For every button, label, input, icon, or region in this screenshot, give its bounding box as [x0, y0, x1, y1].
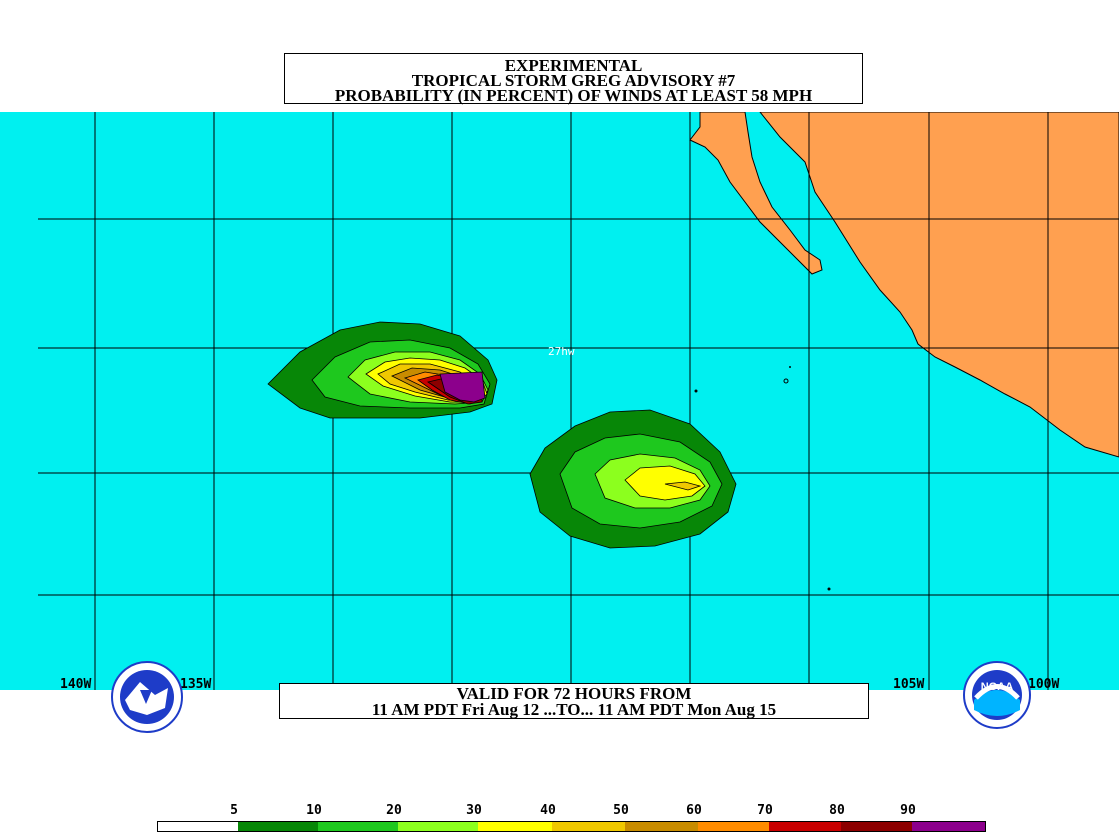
legend-tick-10: 10	[306, 803, 322, 818]
legend-swatch	[769, 822, 841, 831]
legend-swatch	[698, 822, 769, 831]
legend-swatch	[625, 822, 698, 831]
lon-label-105w: 105W	[893, 677, 925, 692]
map-grid	[38, 112, 1119, 690]
legend-swatch	[841, 822, 912, 831]
legend-tick-30: 30	[466, 803, 482, 818]
legend-tick-60: 60	[686, 803, 702, 818]
title-line2: TROPICAL STORM GREG ADVISORY #7	[411, 71, 736, 90]
title-line1: EXPERIMENTAL	[504, 56, 643, 75]
legend-swatch	[238, 822, 318, 831]
legend-swatch	[158, 822, 238, 831]
legend-tick-40: 40	[540, 803, 556, 818]
map-title-box: EXPERIMENTAL TROPICAL STORM GREG ADVISOR…	[284, 53, 863, 104]
nws-logo-icon	[111, 661, 183, 733]
legend-swatch	[552, 822, 625, 831]
probability-contours-west	[267, 321, 498, 419]
lon-label-100w: 100W	[1028, 677, 1060, 692]
land-mexico	[759, 112, 1119, 458]
storm-label: 27hw	[548, 345, 575, 358]
legend-swatch	[912, 822, 985, 831]
noaa-logo-icon: NOAA	[963, 661, 1031, 729]
legend-tick-90: 90	[900, 803, 916, 818]
valid-line2: 11 AM PDT Fri Aug 12 ...TO... 11 AM PDT …	[371, 700, 777, 719]
legend-tick-70: 70	[757, 803, 773, 818]
probability-map: 27hw	[0, 112, 1119, 690]
title-line3: PROBABILITY (IN PERCENT) OF WINDS AT LEA…	[334, 86, 813, 105]
legend-tick-5: 5	[230, 803, 238, 818]
valid-period-box: VALID FOR 72 HOURS FROM 11 AM PDT Fri Au…	[279, 683, 869, 719]
legend-swatch	[318, 822, 398, 831]
probability-contours-east	[529, 409, 737, 549]
valid-line1: VALID FOR 72 HOURS FROM	[456, 684, 692, 703]
legend-tick-labels: 5 10 20 30 40 50 60 70 80 90	[0, 803, 1119, 819]
lon-label-140w: 140W	[60, 677, 92, 692]
svg-text:NOAA: NOAA	[981, 681, 1013, 693]
legend-swatch	[478, 822, 552, 831]
lon-label-135w: 135W	[180, 677, 212, 692]
land-baja	[689, 112, 823, 275]
legend-tick-20: 20	[386, 803, 402, 818]
legend-swatch	[398, 822, 478, 831]
legend-color-bar	[157, 821, 986, 832]
legend-tick-50: 50	[613, 803, 629, 818]
legend-tick-80: 80	[829, 803, 845, 818]
